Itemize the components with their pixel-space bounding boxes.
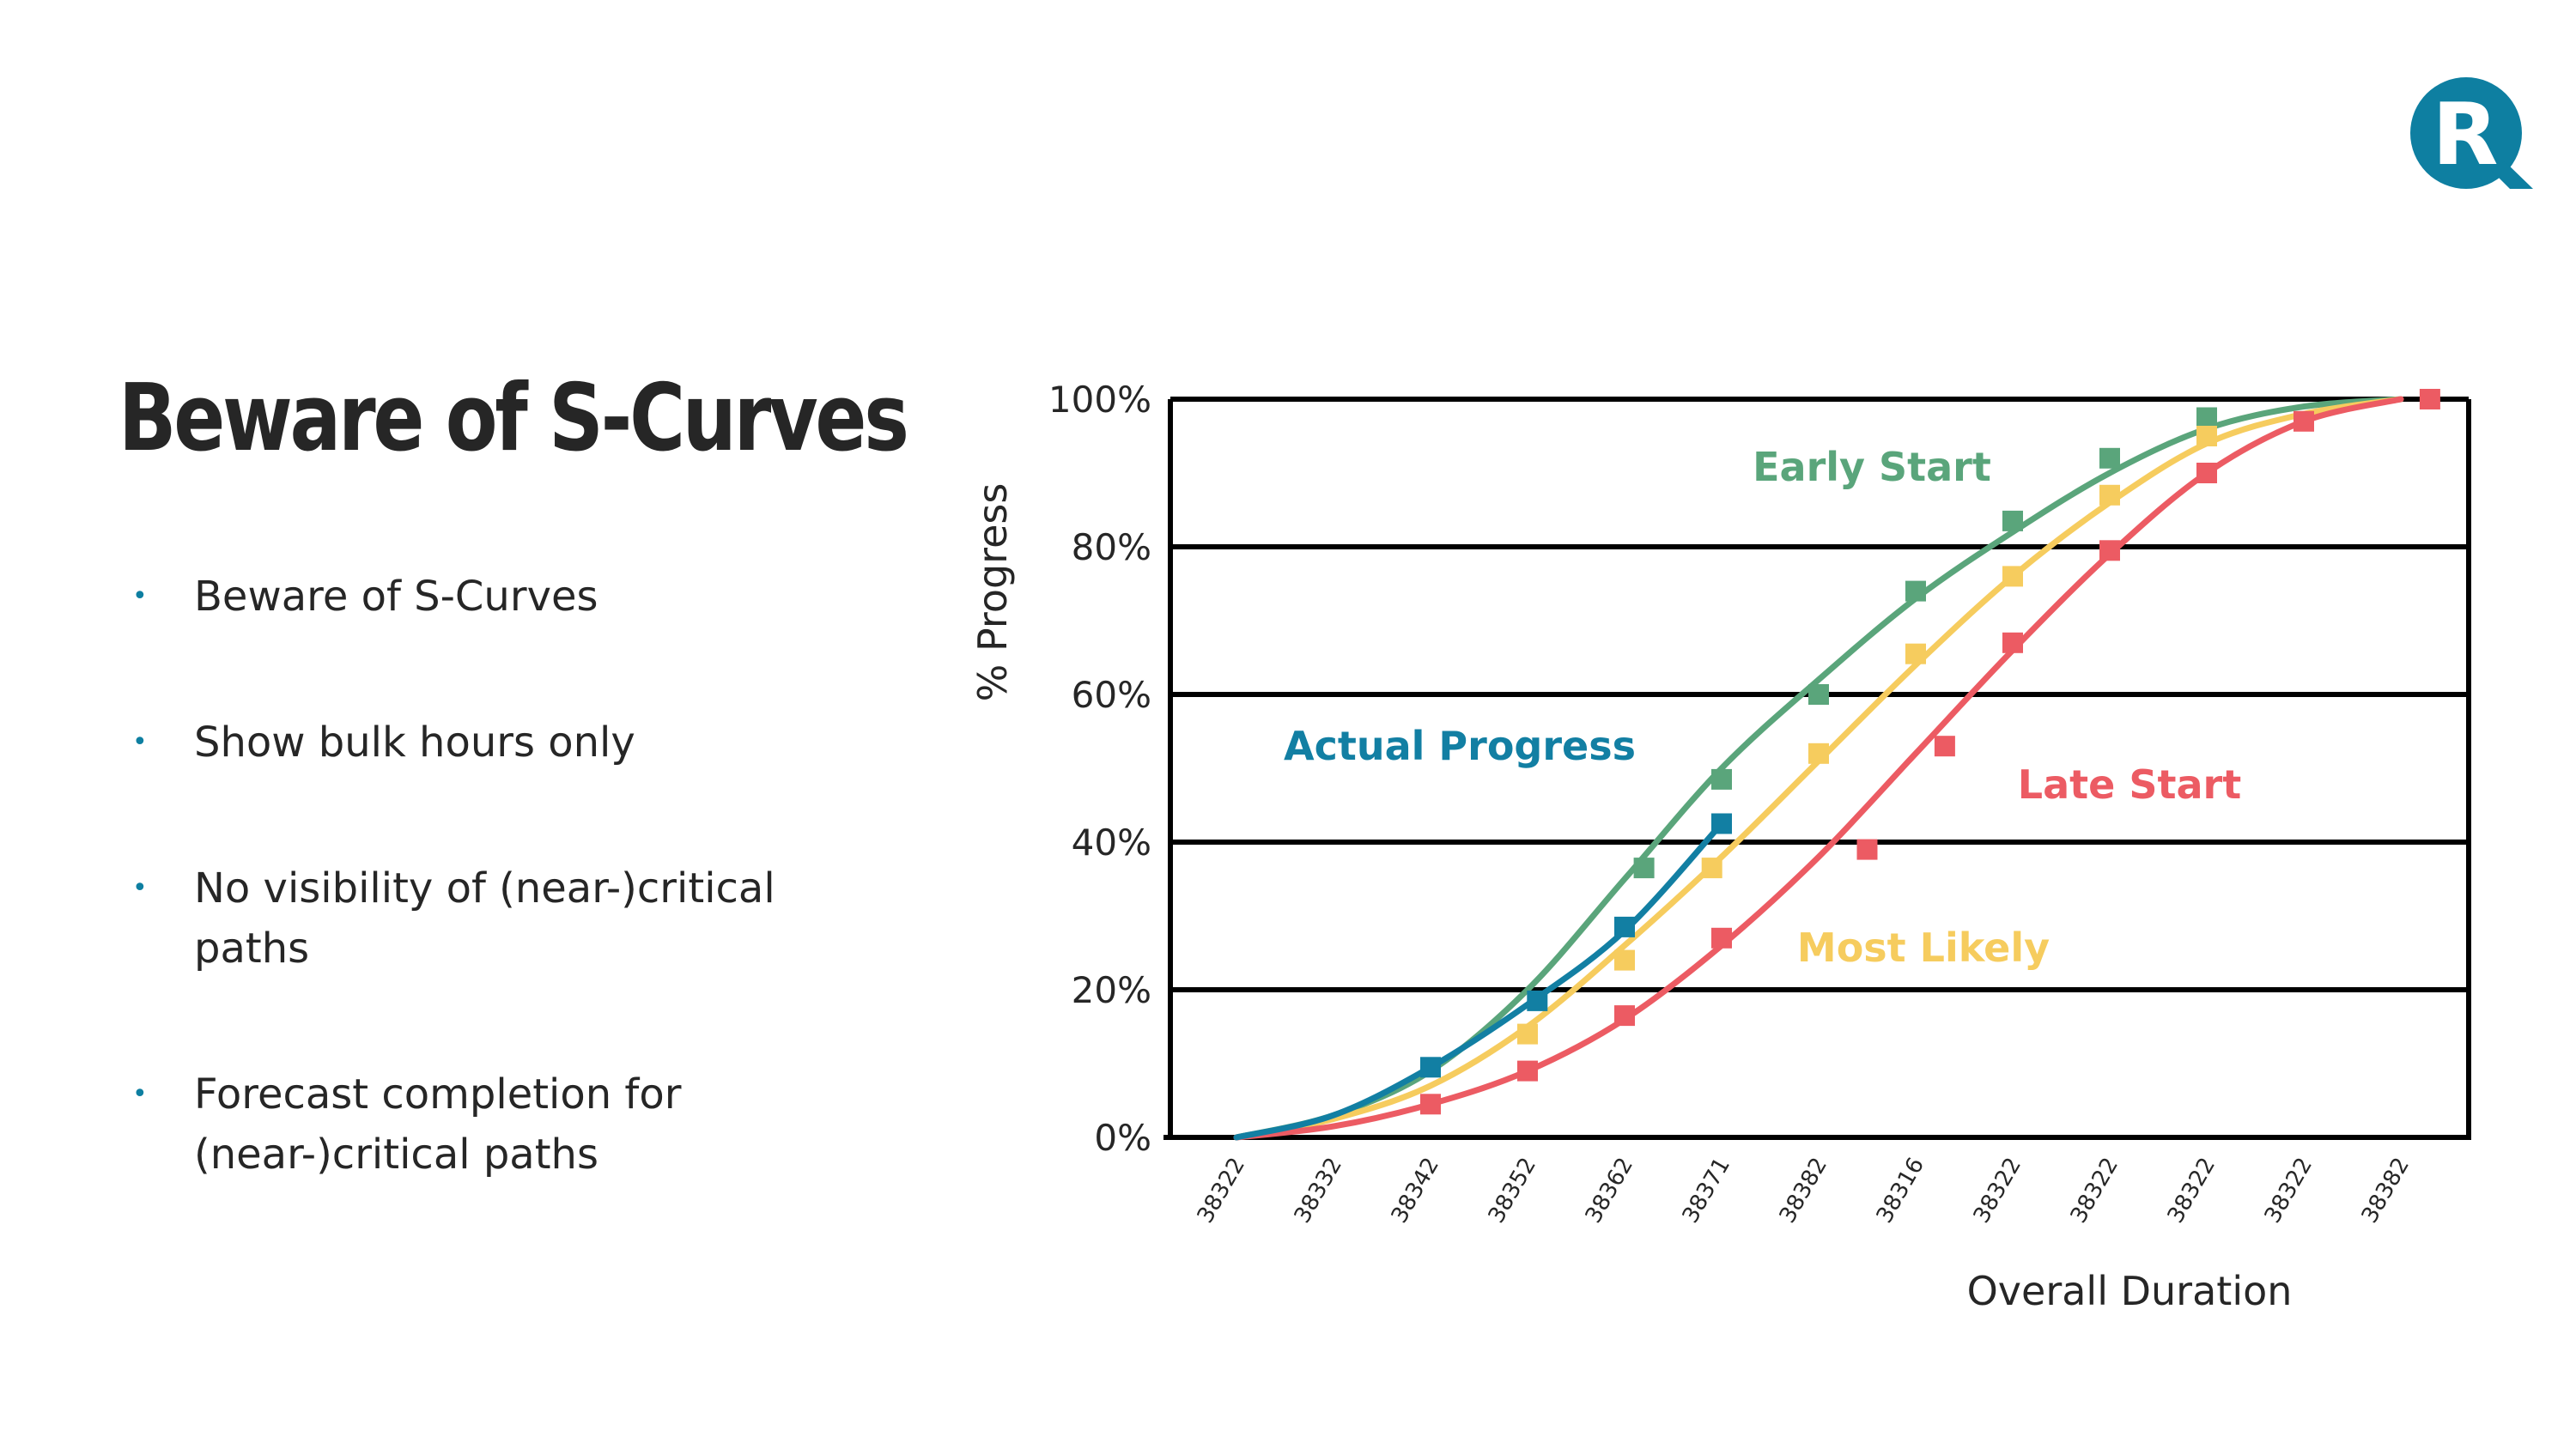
x-tick-label: 38371 (1678, 1154, 1735, 1228)
late-start-marker (1614, 1005, 1635, 1027)
bullet-item-1: • Beware of S-Curves (129, 567, 816, 627)
most-likely-marker (2099, 484, 2120, 506)
early-start-marker (1711, 768, 1732, 790)
x-tick-label: 38382 (2357, 1154, 2415, 1228)
bullet-text: Forecast completion for (near-)critical … (194, 1070, 682, 1179)
most-likely-marker (2196, 426, 2217, 446)
actual-progress-marker (1614, 916, 1635, 937)
early-start-series-label: Early Start (1753, 444, 1991, 490)
bullet-item-4: • Forecast completion for (near-)critica… (129, 1064, 816, 1185)
bullet-dot-icon: • (132, 873, 148, 903)
x-tick-label: 38342 (1387, 1154, 1444, 1228)
y-tick-label: 0% (1094, 1117, 1151, 1159)
actual-progress-line (1233, 821, 1725, 1141)
bullet-text: No visibility of (near-)critical paths (194, 864, 775, 973)
late-start-marker (2293, 410, 2314, 432)
x-tick-label: 38322 (2260, 1154, 2318, 1228)
x-tick-label: 38322 (1969, 1154, 2026, 1228)
bullet-list: • Beware of S-Curves • Show bulk hours o… (129, 567, 816, 1185)
logo-icon: R (2410, 77, 2533, 189)
bullet-dot-icon: • (132, 581, 148, 611)
x-tick-label: 38322 (1193, 1154, 1250, 1228)
most-likely-marker (1808, 743, 1829, 764)
x-tick-label: 38332 (1290, 1154, 1347, 1228)
bullet-dot-icon: • (132, 1079, 148, 1109)
logo-letter: R (2432, 84, 2498, 185)
actual-progress-marker (1527, 990, 1548, 1011)
bullet-item-3: • No visibility of (near-)critical paths (129, 858, 816, 979)
x-tick-label: 38322 (2163, 1154, 2221, 1228)
actual-progress-marker (1711, 813, 1732, 834)
logo-circle (2410, 77, 2522, 189)
y-tick-label: 20% (1072, 969, 1151, 1011)
late-start-marker (2099, 540, 2120, 561)
x-axis-title: Overall Duration (1967, 1268, 2293, 1314)
x-tick-label: 38362 (1581, 1154, 1638, 1228)
bullet-text: Show bulk hours only (194, 718, 635, 767)
actual-progress-series-label: Actual Progress (1284, 723, 1636, 769)
actual-progress-marker (1420, 1057, 1441, 1078)
x-tick-label: 38352 (1484, 1154, 1541, 1228)
most-likely-series-label: Most Likely (1797, 925, 2050, 971)
bullet-text: Beware of S-Curves (194, 573, 598, 621)
y-tick-label: 40% (1072, 822, 1151, 864)
late-start-marker (1934, 736, 1955, 757)
early-start-marker (2002, 510, 2023, 531)
late-start-marker (2196, 463, 2217, 483)
x-tick-label: 38382 (1775, 1154, 1832, 1228)
bullet-item-2: • Show bulk hours only (129, 712, 816, 773)
late-start-series-label: Late Start (2018, 761, 2241, 808)
late-start-marker (1420, 1094, 1441, 1115)
most-likely-marker (1701, 858, 1722, 879)
late-start-marker (2419, 389, 2440, 409)
most-likely-marker (1614, 949, 1635, 971)
early-start-marker (1633, 858, 1655, 879)
logo-tail (2491, 161, 2533, 189)
late-start-marker (1517, 1060, 1538, 1082)
y-tick-label: 80% (1072, 526, 1151, 568)
late-start-marker (1856, 839, 1878, 860)
page-title: Beware of S-Curves (118, 365, 909, 472)
x-tick-label: 38316 (1872, 1154, 1929, 1228)
early-start-marker (1808, 684, 1829, 705)
most-likely-marker (1905, 643, 1926, 664)
early-start-marker (2099, 447, 2120, 469)
y-axis-title: % Progress (969, 483, 1016, 702)
y-tick-label: 60% (1072, 674, 1151, 716)
most-likely-marker (2002, 566, 2023, 587)
late-start-marker (1711, 927, 1732, 949)
most-likely-marker (1517, 1023, 1538, 1045)
early-start-marker (2196, 407, 2217, 428)
y-tick-label: 100% (1048, 379, 1151, 421)
bullet-dot-icon: • (132, 727, 148, 757)
x-tick-label: 38322 (2066, 1154, 2123, 1228)
late-start-marker (2002, 632, 2023, 653)
early-start-marker (1905, 580, 1926, 602)
